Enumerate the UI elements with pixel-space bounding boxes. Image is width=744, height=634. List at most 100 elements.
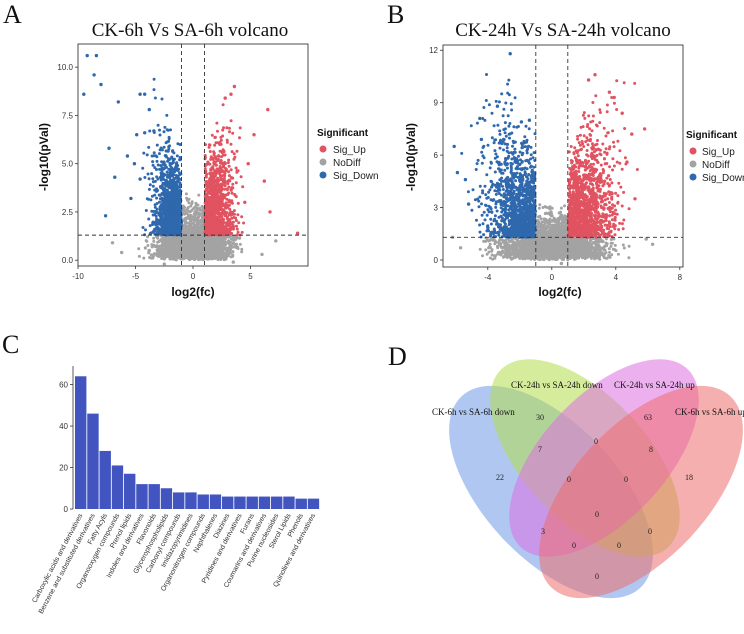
volcano-a-cloud-point <box>162 243 166 247</box>
volcano-a-cloud-point <box>193 245 197 249</box>
volcano-a-cloud-point <box>209 197 212 201</box>
volcano-a-cloud-point <box>206 242 210 246</box>
volcano-a-point-sig_down <box>94 53 99 58</box>
volcano-a-cloud-point <box>170 231 174 234</box>
y-tick-label: 2.5 <box>62 208 74 217</box>
volcano-a-cloud-point <box>177 185 181 189</box>
volcano-a-cloud-point <box>157 152 161 156</box>
volcano-a-cloud-point <box>156 236 160 240</box>
volcano-a-cloud-point <box>217 154 221 158</box>
volcano-a-cloud-point <box>212 239 216 243</box>
volcano-a-cloud-point <box>141 166 145 170</box>
volcano-a-cloud-point <box>240 250 244 254</box>
volcano-a-cloud-point <box>231 250 235 254</box>
volcano-a-cloud-point <box>193 205 197 209</box>
volcano-a-cloud-point <box>146 244 150 247</box>
volcano-a-cloud-point <box>210 133 214 137</box>
volcano-a-cloud-point <box>219 166 223 170</box>
y-tick-label: 7.5 <box>62 111 74 120</box>
volcano-a-cloud-point <box>240 215 244 219</box>
volcano-a-cloud-point <box>223 162 227 166</box>
volcano-a-cloud-point <box>221 103 225 107</box>
volcano-a-cloud-point <box>235 227 239 231</box>
volcano-a-cloud-point <box>207 216 211 220</box>
volcano-a-cloud-point <box>238 136 241 140</box>
volcano-a-cloud-point <box>185 212 189 215</box>
volcano-a-cloud-point <box>200 249 203 253</box>
volcano-a-cloud-point <box>149 231 153 235</box>
volcano-a-cloud-point <box>228 244 232 247</box>
volcano-a-cloud-point <box>162 256 166 260</box>
volcano-a-cloud-point <box>207 236 211 240</box>
x-tick-label: 5 <box>248 272 253 281</box>
volcano-a-cloud-point <box>238 126 242 130</box>
volcano-a-cloud-point <box>201 237 205 241</box>
volcano-a-cloud-point <box>177 177 181 181</box>
volcano-a-point-sig_up <box>252 133 256 137</box>
panel-letter-c: C <box>2 330 19 359</box>
volcano-a-cloud-point <box>184 192 188 196</box>
volcano-a-cloud-point <box>174 185 178 189</box>
volcano-a-cloud-point <box>227 164 231 168</box>
volcano-a-cloud-point <box>147 217 151 221</box>
volcano-a-cloud-point <box>184 209 188 212</box>
volcano-a-cloud-point <box>221 169 225 173</box>
volcano-a-legend: Significant Sig_Up NoDiff Sig_Down <box>317 128 379 182</box>
volcano-a-cloud-point <box>183 246 187 250</box>
volcano-a-cloud-point <box>163 178 167 182</box>
volcano-a-cloud-point <box>162 248 165 252</box>
volcano-a-cloud-point <box>231 182 235 186</box>
volcano-a-cloud-point <box>212 214 216 218</box>
volcano-a-cloud-point <box>160 148 164 152</box>
volcano-a-cloud-point <box>240 230 244 234</box>
volcano-a-cloud-point <box>218 195 222 199</box>
volcano-a-cloud-point <box>175 200 179 204</box>
volcano-a-cloud-point <box>176 168 180 172</box>
volcano-a-cloud-point <box>223 153 227 157</box>
volcano-a-cloud-point <box>166 159 170 163</box>
volcano-a-cloud-point <box>227 254 230 258</box>
volcano-a-cloud-point <box>151 180 155 184</box>
volcano-a-cloud-point <box>229 222 233 226</box>
volcano-a-cloud-point <box>197 258 201 262</box>
volcano-a-cloud-point <box>226 222 230 226</box>
volcano-a-cloud-point <box>195 207 199 211</box>
volcano-a-cloud-point <box>177 195 181 199</box>
x-tick-label: -5 <box>132 272 140 281</box>
volcano-a-cloud-point <box>141 226 145 229</box>
volcano-a-cloud-point <box>176 246 180 250</box>
volcano-a-cloud-point <box>232 216 236 219</box>
volcano-a-cloud-point <box>176 142 180 146</box>
volcano-a-cloud-point <box>190 202 194 206</box>
volcano-a-cloud-point <box>154 190 158 193</box>
volcano-a-cloud-point <box>226 161 230 165</box>
volcano-a-cloud-point <box>212 150 216 154</box>
volcano-a-cloud-point <box>206 231 210 235</box>
volcano-a-cloud-point <box>229 142 233 146</box>
volcano-a-cloud-point <box>149 253 153 257</box>
volcano-a-cloud-point <box>233 238 237 242</box>
volcano-a-cloud-point <box>146 172 150 176</box>
volcano-a-cloud-point <box>176 221 180 225</box>
volcano-a-cloud-point <box>197 229 201 233</box>
volcano-a-cloud-point <box>235 149 239 153</box>
volcano-a-cloud-point <box>158 205 162 209</box>
volcano-a-cloud-point <box>161 219 164 223</box>
volcano-a-cloud-point <box>216 159 220 163</box>
volcano-a-cloud-point <box>208 226 212 230</box>
volcano-a-cloud-point <box>210 180 214 184</box>
volcano-a-point-sig_down <box>82 92 86 96</box>
volcano-a-cloud-point <box>176 236 180 240</box>
volcano-a-cloud-point <box>210 166 214 170</box>
volcano-a-cloud-point <box>165 247 168 251</box>
volcano-a-point-sig_up <box>246 162 250 166</box>
volcano-a-point-sig_up <box>295 231 300 235</box>
volcano-a-cloud-point <box>189 231 193 235</box>
volcano-a-cloud-point <box>222 177 226 181</box>
volcano-a-cloud-point <box>228 213 231 216</box>
volcano-a-cloud-point <box>209 220 213 224</box>
volcano-plot-a: CK-6h Vs SA-6h volcano -10 -5 0 50.02.55.07… <box>37 20 379 299</box>
volcano-a-cloud-point <box>215 182 219 186</box>
volcano-a-point-sig_down <box>135 133 139 137</box>
volcano-a-point-nodiff <box>120 250 124 255</box>
